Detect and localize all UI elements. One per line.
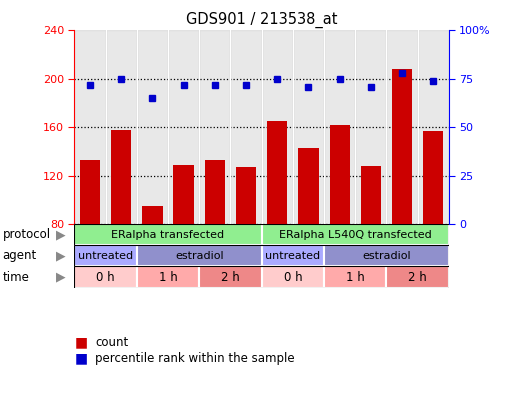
Text: protocol: protocol — [3, 228, 51, 241]
Text: 0 h: 0 h — [96, 271, 115, 284]
Bar — [329, 125, 350, 224]
Bar — [142, 206, 163, 224]
Text: ■: ■ — [74, 335, 88, 349]
Bar — [262, 224, 449, 245]
Bar — [236, 167, 256, 224]
Text: untreated: untreated — [78, 251, 133, 261]
Bar — [74, 224, 262, 245]
Bar — [205, 160, 225, 224]
Bar — [74, 266, 137, 288]
Text: 1 h: 1 h — [159, 271, 177, 284]
Bar — [267, 122, 287, 224]
Bar — [168, 30, 199, 224]
Text: ▶: ▶ — [56, 228, 65, 241]
Bar — [199, 30, 230, 224]
Text: ▶: ▶ — [56, 249, 65, 262]
Text: untreated: untreated — [265, 251, 321, 261]
Text: time: time — [3, 271, 29, 284]
Bar — [418, 30, 449, 224]
Text: percentile rank within the sample: percentile rank within the sample — [95, 352, 294, 365]
Text: 2 h: 2 h — [221, 271, 240, 284]
Title: GDS901 / 213538_at: GDS901 / 213538_at — [186, 11, 338, 28]
Bar — [199, 266, 262, 288]
Bar — [324, 30, 355, 224]
Text: 2 h: 2 h — [408, 271, 427, 284]
Text: ▶: ▶ — [56, 271, 65, 284]
Bar — [137, 266, 199, 288]
Bar — [423, 131, 443, 224]
Text: 0 h: 0 h — [284, 271, 302, 284]
Bar — [386, 30, 418, 224]
Bar — [262, 30, 293, 224]
Text: count: count — [95, 336, 128, 349]
Bar — [355, 30, 386, 224]
Bar — [111, 130, 131, 224]
Bar — [230, 30, 262, 224]
Bar — [74, 30, 106, 224]
Bar — [106, 30, 137, 224]
Bar — [80, 160, 100, 224]
Bar — [324, 266, 386, 288]
Bar — [392, 69, 412, 224]
Text: agent: agent — [3, 249, 37, 262]
Text: ERalpha L540Q transfected: ERalpha L540Q transfected — [279, 230, 431, 240]
Bar — [137, 30, 168, 224]
Bar — [173, 165, 194, 224]
Text: estradiol: estradiol — [362, 251, 411, 261]
Bar — [298, 148, 319, 224]
Bar — [324, 245, 449, 266]
Bar — [74, 245, 137, 266]
Text: estradiol: estradiol — [175, 251, 224, 261]
Bar — [293, 30, 324, 224]
Text: ■: ■ — [74, 352, 88, 365]
Text: 1 h: 1 h — [346, 271, 365, 284]
Bar — [262, 245, 324, 266]
Bar — [386, 266, 449, 288]
Bar — [262, 266, 324, 288]
Bar — [361, 166, 381, 224]
Text: ERalpha transfected: ERalpha transfected — [111, 230, 225, 240]
Bar — [137, 245, 262, 266]
